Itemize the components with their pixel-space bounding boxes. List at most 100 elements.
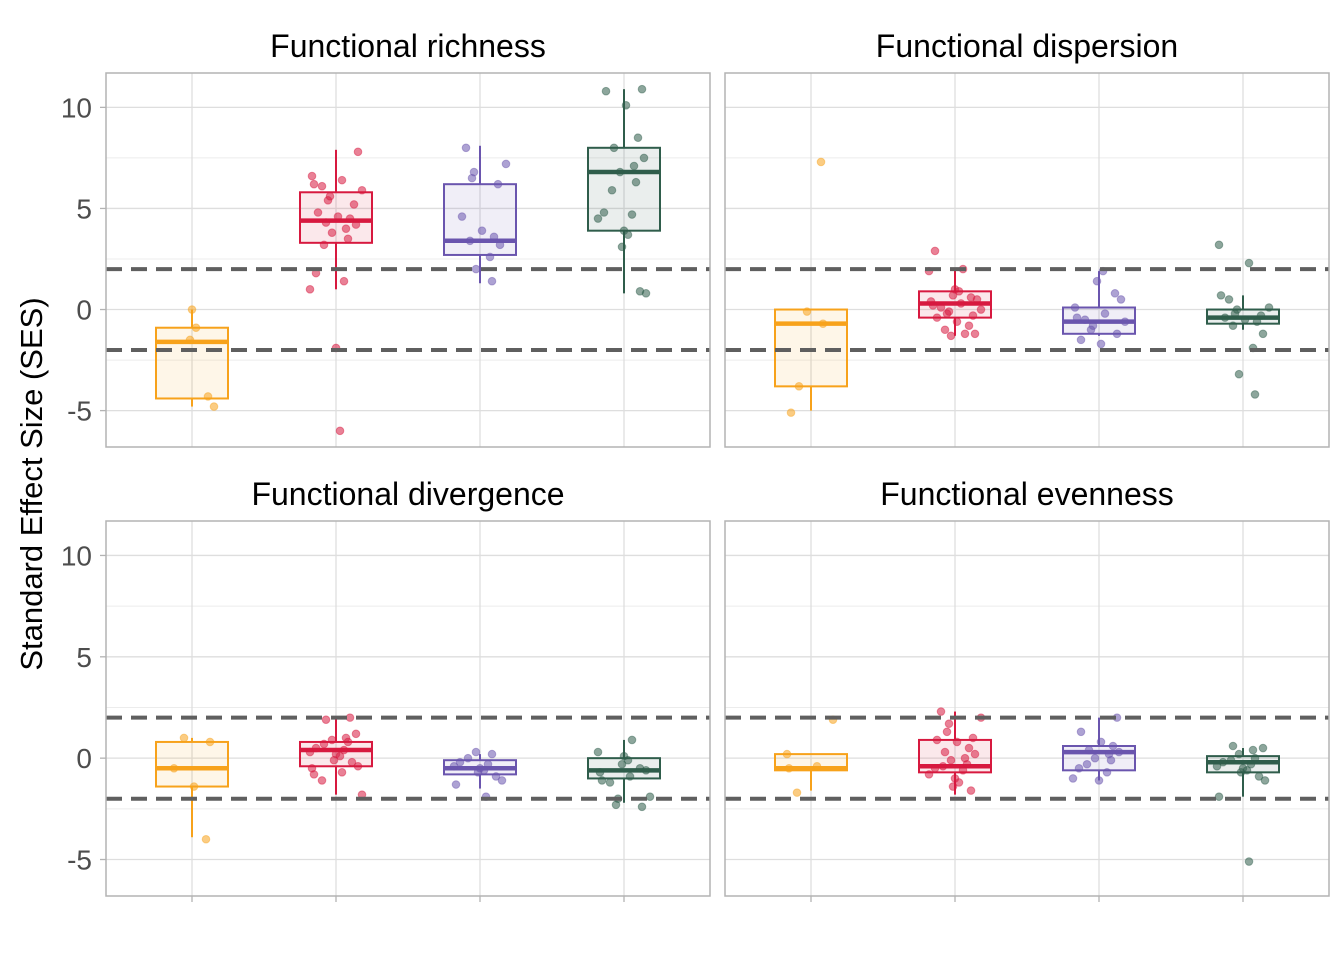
data-point <box>474 769 482 777</box>
data-point <box>642 767 650 775</box>
data-point <box>937 708 945 716</box>
panel-background <box>725 73 1329 447</box>
y-axis-label: Standard Effect Size (SES) <box>14 297 49 670</box>
box <box>775 310 847 387</box>
y-tick-label: 10 <box>61 540 92 571</box>
data-point <box>1235 750 1243 758</box>
data-point <box>1259 330 1267 338</box>
data-point <box>640 154 648 162</box>
data-point <box>1261 777 1269 785</box>
data-point <box>803 308 811 316</box>
data-point <box>346 714 354 722</box>
data-point <box>306 286 314 294</box>
data-point <box>646 793 654 801</box>
data-point <box>939 762 947 770</box>
data-point <box>1215 241 1223 249</box>
data-point <box>1231 310 1239 318</box>
data-point <box>626 773 634 781</box>
data-point <box>344 235 352 243</box>
data-point <box>943 310 951 318</box>
data-point <box>334 213 342 221</box>
data-point <box>320 241 328 249</box>
data-point <box>953 318 961 326</box>
data-point <box>1077 728 1085 736</box>
panel-2: Functional dispersion <box>725 28 1329 447</box>
box <box>156 742 228 787</box>
data-point <box>1265 304 1273 312</box>
data-point <box>1215 793 1223 801</box>
data-point <box>600 209 608 217</box>
data-point <box>466 237 474 245</box>
data-point <box>1097 738 1105 746</box>
data-point <box>472 265 480 273</box>
data-point <box>488 277 496 285</box>
data-point <box>1113 330 1121 338</box>
data-point <box>1117 296 1125 304</box>
data-point <box>925 771 933 779</box>
data-point <box>933 736 941 744</box>
data-point <box>204 393 212 401</box>
y-tick-label: -5 <box>67 396 92 427</box>
y-tick-label: 5 <box>76 193 92 224</box>
data-point <box>310 180 318 188</box>
data-point <box>170 764 178 772</box>
data-point <box>959 767 967 775</box>
data-point <box>352 730 360 738</box>
data-point <box>795 383 803 391</box>
data-point <box>943 728 951 736</box>
data-point <box>338 769 346 777</box>
data-point <box>961 330 969 338</box>
data-point <box>210 403 218 411</box>
data-point <box>1071 304 1079 312</box>
data-point <box>486 253 494 261</box>
data-point <box>1107 756 1115 764</box>
y-tick-label: 10 <box>61 92 92 123</box>
data-point <box>1069 775 1077 783</box>
data-point <box>310 771 318 779</box>
data-point <box>498 777 506 785</box>
data-point <box>783 750 791 758</box>
data-point <box>1115 748 1123 756</box>
y-tick-label: 0 <box>76 743 92 774</box>
data-point <box>598 777 606 785</box>
data-point <box>793 789 801 797</box>
data-point <box>452 781 460 789</box>
data-point <box>941 326 949 334</box>
data-point <box>1101 310 1109 318</box>
data-point <box>642 290 650 298</box>
data-point <box>340 277 348 285</box>
data-point <box>945 720 953 728</box>
data-point <box>967 787 975 795</box>
data-point <box>813 762 821 770</box>
data-point <box>180 734 188 742</box>
data-point <box>1103 769 1111 777</box>
data-point <box>596 769 604 777</box>
data-point <box>971 330 979 338</box>
data-point <box>358 186 366 194</box>
data-point <box>502 160 510 168</box>
data-point <box>1259 744 1267 752</box>
data-point <box>336 427 344 435</box>
data-point <box>1253 318 1261 326</box>
data-point <box>206 738 214 746</box>
data-point <box>819 320 827 328</box>
data-point <box>606 779 614 787</box>
data-point <box>462 144 470 152</box>
data-point <box>1245 858 1253 866</box>
data-point <box>318 182 326 190</box>
panel-4: Functional evenness <box>725 476 1329 902</box>
data-point <box>1225 296 1233 304</box>
panels-layer: Functional richness -5 0 5 10 Functional disp… <box>61 28 1329 902</box>
panel-3: Functional divergence-50510 <box>61 476 710 902</box>
data-point <box>949 783 957 791</box>
data-point <box>1091 754 1099 762</box>
data-point <box>1245 259 1253 267</box>
data-point <box>464 754 472 762</box>
data-point <box>1227 756 1235 764</box>
data-point <box>186 336 194 344</box>
data-point <box>354 148 362 156</box>
data-point <box>622 102 630 110</box>
data-point <box>1077 336 1085 344</box>
